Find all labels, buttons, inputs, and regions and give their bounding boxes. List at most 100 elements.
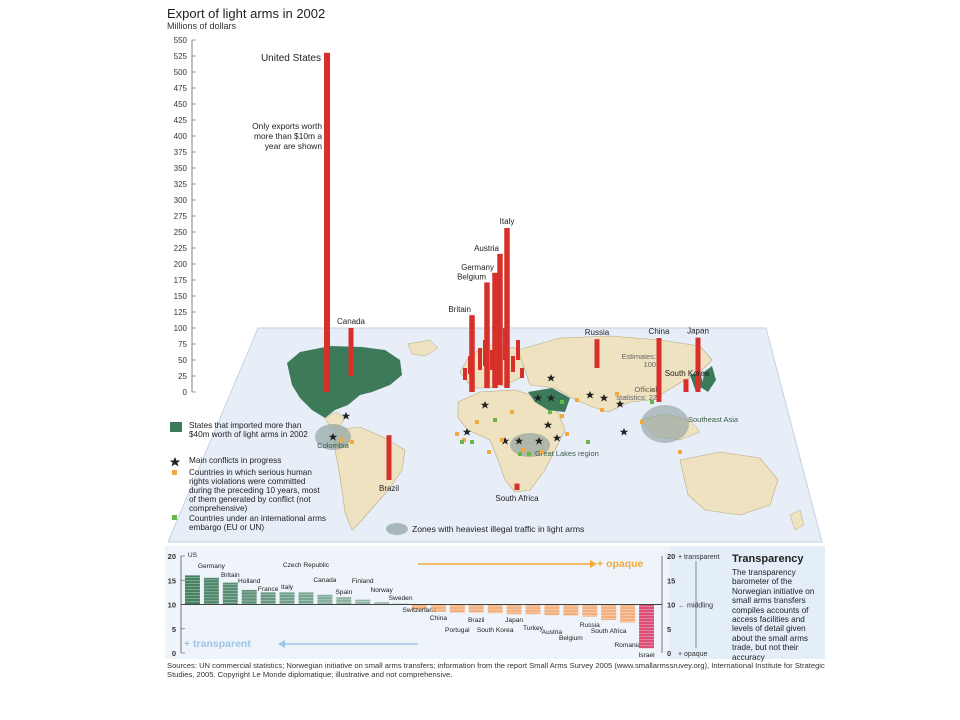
- rights-marker: [510, 410, 514, 414]
- transparency-bar-czech-republic: [298, 592, 314, 605]
- embargo-marker: [518, 452, 522, 456]
- bar-japan: [695, 337, 701, 392]
- y-tick-label: 275: [174, 212, 188, 221]
- rights-marker: [565, 432, 569, 436]
- chart-annotation: Only exports worth more than $10m a year…: [252, 121, 322, 151]
- y-tick-label: 300: [174, 196, 188, 205]
- transparency-bar-france: [260, 592, 276, 605]
- y-tick-label: 50: [178, 356, 187, 365]
- sources-note: Sources: UN commercial statistics; Norwe…: [167, 661, 825, 679]
- transparency-bar-norway: [374, 602, 390, 605]
- conflict-markers: [328, 374, 629, 445]
- transparency-bar-label: Finland: [352, 578, 374, 585]
- minor-exporter-bar: [463, 368, 467, 380]
- conflict-star: [480, 401, 490, 409]
- rights-marker: [340, 438, 344, 442]
- bar-italy: [504, 228, 510, 388]
- transparency-bar-switzerland: [412, 604, 427, 610]
- transparency-bar-label: Austria: [542, 629, 563, 636]
- minor-exporter-bar: [478, 348, 482, 370]
- transparency-left-tick: 5: [172, 625, 176, 634]
- conflict-star: [619, 428, 629, 436]
- greenland-land: [407, 339, 439, 357]
- minor-exporter-bar: [516, 340, 520, 360]
- y-tick-label: 75: [178, 340, 187, 349]
- transparency-bar-label: Britain: [221, 572, 240, 579]
- rights-marker: [540, 450, 544, 454]
- minor-exporter-bar: [468, 356, 472, 374]
- transparency-bar-south-korea: [487, 604, 503, 614]
- transparency-bar-label: China: [430, 615, 448, 622]
- bar-label: Japan: [687, 327, 709, 336]
- embargo-marker: [548, 410, 552, 414]
- japan-importer: [702, 366, 716, 392]
- minor-exporter-bar: [490, 350, 494, 370]
- transparency-bar-label: France: [258, 586, 279, 593]
- rights-marker: [487, 450, 491, 454]
- minor-exporter-bar: [511, 356, 515, 372]
- y-tick-label: 100: [174, 324, 188, 333]
- transparency-bar-spain: [336, 597, 352, 605]
- embargo-marker: [586, 440, 590, 444]
- transparency-bar-label: Sweden: [389, 595, 413, 602]
- y-tick-label: 500: [174, 68, 188, 77]
- embargo-marker: [527, 452, 531, 456]
- y-tick-label: 450: [174, 100, 188, 109]
- rights-marker: [615, 392, 619, 396]
- transparency-right-tick: 10: [667, 601, 675, 610]
- bar-britain: [469, 315, 475, 392]
- bar-austria: [497, 253, 503, 385]
- transparency-bar-label: Turkey: [523, 625, 544, 632]
- y-tick-label: 25: [178, 372, 187, 381]
- transparency-bar-brazil: [468, 604, 484, 613]
- opaque-label: + opaque: [597, 558, 644, 570]
- bar-label: Brazil: [379, 484, 399, 493]
- transparency-bar-label: South Africa: [591, 628, 627, 635]
- transparency-bar-russia: [582, 604, 598, 617]
- transparency-bar-label: Germany: [198, 563, 226, 570]
- transparency-bar-label: Japan: [505, 617, 523, 624]
- rights-marker: [600, 408, 604, 412]
- transparency-bar-label: Russia: [580, 622, 600, 629]
- new-zealand-land: [789, 509, 805, 531]
- bar-label: China: [649, 327, 670, 336]
- conflict-star: [585, 391, 595, 399]
- transparency-bar-label: Canada: [313, 577, 336, 584]
- legend-conflicts-text: Main conflicts in progress: [189, 456, 282, 465]
- y-tick-label: 400: [174, 132, 188, 141]
- y-tick-label: 150: [174, 292, 188, 301]
- transparency-bar-label: Portugal: [445, 627, 470, 634]
- conflict-star: [543, 421, 553, 429]
- conflict-star: [500, 437, 510, 445]
- rights-marker: [475, 420, 479, 424]
- zone-label: Southeast Asia: [688, 415, 739, 424]
- transparency-bar-label: Czech Republic: [283, 562, 330, 569]
- embargo-marker: [470, 440, 474, 444]
- conflict-star: [599, 394, 609, 402]
- bar-label: Canada: [337, 317, 366, 326]
- transparency-title: Transparency: [732, 553, 804, 565]
- transparency-right-tick: 20: [667, 552, 675, 561]
- transparency-bar-china: [430, 604, 446, 612]
- y-tick-label: 225: [174, 244, 188, 253]
- transparency-axis-word: + opaque: [678, 651, 707, 658]
- y-axis: 0 25 50 75 100 125 150 175 200 225 250 275 300 325 350…: [174, 36, 196, 397]
- transparency-left-tick: 15: [168, 576, 176, 585]
- bar-united-states: [324, 52, 330, 393]
- transparency-right-tick: 0: [667, 649, 671, 658]
- legend-importer-swatch: [170, 422, 182, 432]
- y-tick-label: 475: [174, 84, 188, 93]
- transparency-bar-israel: [639, 604, 654, 649]
- minor-exporter-bar: [503, 328, 507, 360]
- transparent-label: + transparent: [184, 638, 251, 650]
- transparency-axis-word: ← middling: [678, 603, 713, 610]
- transparency-bar-us: [185, 575, 200, 605]
- bar-south-africa: [514, 483, 520, 490]
- transparency-bar-label: Belgium: [559, 635, 583, 642]
- rights-marker: [575, 398, 579, 402]
- conflict-star: [328, 433, 338, 441]
- rights-marker: [500, 438, 504, 442]
- opaque-arrow-head: [590, 560, 597, 568]
